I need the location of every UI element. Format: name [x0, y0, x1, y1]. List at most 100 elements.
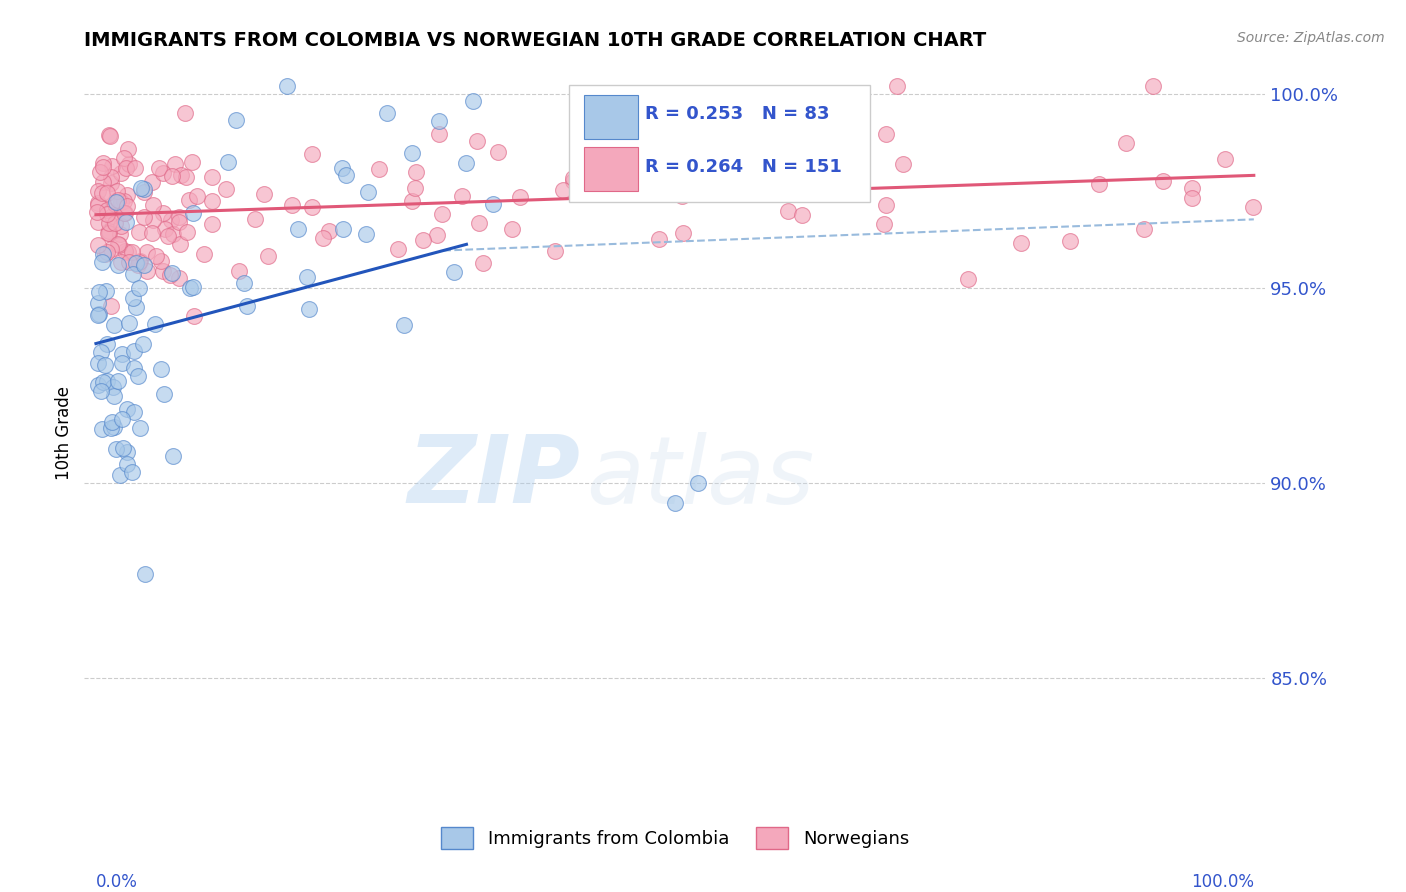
- Point: [96, 336, 118, 351]
- Point: [108, 238, 131, 252]
- Point: [957, 271, 980, 285]
- Point: [1152, 174, 1174, 188]
- Point: [100, 169, 122, 184]
- Point: [96, 285, 118, 299]
- Point: [110, 468, 132, 483]
- Point: [87, 285, 110, 300]
- Point: [401, 194, 423, 209]
- Point: [463, 94, 485, 108]
- Point: [1181, 191, 1204, 205]
- Text: atlas: atlas: [586, 432, 814, 523]
- Point: [128, 281, 150, 295]
- Point: [132, 258, 155, 272]
- Point: [87, 308, 110, 322]
- Point: [111, 356, 134, 370]
- Point: [145, 249, 167, 263]
- Point: [672, 226, 695, 240]
- Point: [111, 412, 134, 426]
- Point: [792, 208, 814, 222]
- FancyBboxPatch shape: [583, 95, 638, 139]
- Point: [104, 194, 127, 209]
- Point: [335, 168, 357, 182]
- Point: [655, 102, 678, 116]
- Point: [180, 154, 202, 169]
- Point: [105, 442, 128, 457]
- Point: [89, 165, 111, 179]
- Point: [142, 213, 165, 227]
- Point: [117, 142, 139, 156]
- Point: [87, 378, 110, 392]
- Point: [101, 159, 124, 173]
- Point: [97, 226, 120, 240]
- Point: [256, 249, 278, 263]
- Point: [152, 165, 174, 179]
- Point: [167, 210, 190, 224]
- Point: [176, 225, 198, 239]
- Point: [152, 386, 174, 401]
- Point: [96, 374, 118, 388]
- Point: [1213, 152, 1236, 166]
- Point: [100, 421, 122, 435]
- Point: [122, 343, 145, 358]
- Text: IMMIGRANTS FROM COLOMBIA VS NORWEGIAN 10TH GRADE CORRELATION CHART: IMMIGRANTS FROM COLOMBIA VS NORWEGIAN 10…: [84, 30, 987, 50]
- Point: [121, 245, 143, 260]
- Point: [509, 190, 531, 204]
- Point: [152, 206, 174, 220]
- Point: [193, 247, 215, 261]
- Point: [101, 380, 124, 394]
- Point: [215, 182, 238, 196]
- Point: [118, 255, 141, 269]
- Point: [122, 405, 145, 419]
- Point: [134, 566, 156, 581]
- Point: [115, 401, 138, 416]
- Point: [228, 264, 250, 278]
- Point: [295, 270, 318, 285]
- Point: [104, 196, 127, 211]
- Text: 0.0%: 0.0%: [96, 873, 138, 891]
- Point: [105, 185, 128, 199]
- Point: [368, 162, 391, 177]
- Point: [875, 128, 897, 142]
- Point: [100, 415, 122, 429]
- Point: [90, 186, 112, 201]
- Point: [426, 227, 449, 242]
- Point: [96, 207, 118, 221]
- Point: [183, 309, 205, 323]
- Point: [131, 337, 153, 351]
- Point: [87, 215, 110, 229]
- Point: [167, 270, 190, 285]
- Point: [1133, 222, 1156, 236]
- Point: [135, 264, 157, 278]
- Point: [405, 165, 427, 179]
- FancyBboxPatch shape: [568, 85, 870, 202]
- Point: [201, 217, 224, 231]
- Point: [332, 222, 354, 236]
- Point: [91, 247, 114, 261]
- Point: [467, 134, 489, 148]
- Point: [103, 318, 125, 332]
- Point: [875, 198, 897, 212]
- Point: [387, 242, 409, 256]
- Point: [162, 450, 184, 464]
- Point: [173, 106, 195, 120]
- Point: [430, 207, 453, 221]
- Point: [112, 205, 135, 219]
- Point: [125, 300, 148, 314]
- Point: [152, 263, 174, 277]
- Point: [427, 113, 450, 128]
- Point: [636, 104, 658, 119]
- Point: [90, 384, 112, 399]
- Point: [375, 106, 398, 120]
- Point: [98, 224, 121, 238]
- Point: [91, 175, 114, 189]
- Point: [129, 420, 152, 434]
- Point: [186, 189, 208, 203]
- Point: [87, 196, 110, 211]
- Point: [115, 187, 138, 202]
- Point: [111, 347, 134, 361]
- Point: [243, 212, 266, 227]
- Point: [404, 181, 426, 195]
- Point: [159, 268, 181, 282]
- Point: [1241, 200, 1264, 214]
- Point: [179, 281, 201, 295]
